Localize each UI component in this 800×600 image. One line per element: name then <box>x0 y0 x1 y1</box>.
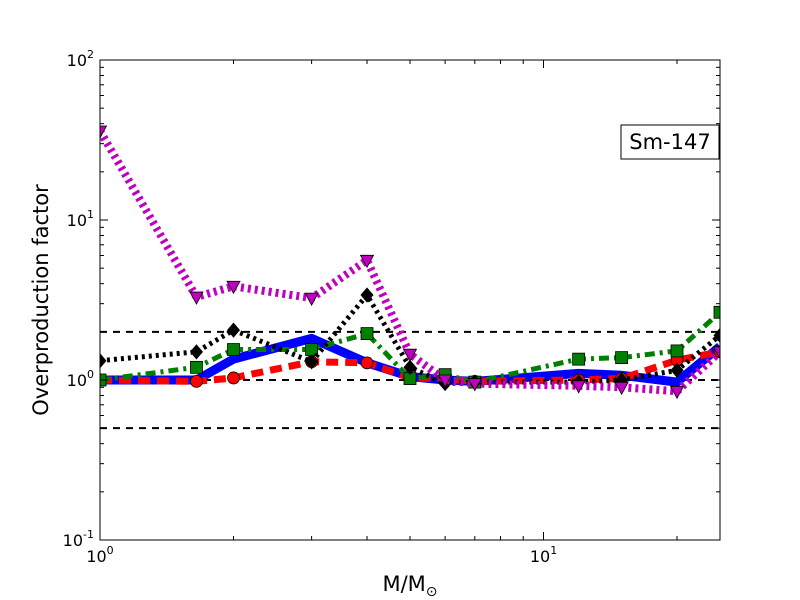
series-marker <box>670 362 684 378</box>
series-marker <box>226 322 241 338</box>
series-marker <box>360 287 374 303</box>
series-layer <box>100 125 720 400</box>
series-marker <box>227 371 240 385</box>
series-marker <box>189 344 203 360</box>
y-tick-label: 100 <box>67 368 94 390</box>
series-marker <box>305 354 319 370</box>
y-tick-label: 10-1 <box>63 528 94 550</box>
series-marker <box>227 343 240 356</box>
series-marker <box>403 359 417 375</box>
series-marker <box>437 374 453 388</box>
series-marker <box>304 292 319 306</box>
series-marker <box>614 381 629 396</box>
x-tick-label: 100 <box>86 544 113 566</box>
series-marker <box>190 375 203 388</box>
series-marker <box>572 352 586 366</box>
y-tick-label: 101 <box>67 208 94 230</box>
axis-ticks <box>99 59 720 541</box>
series-marker <box>571 380 586 394</box>
series-marker <box>226 280 241 295</box>
y-axis-label: Overproduction factor <box>29 184 53 416</box>
series-marker <box>402 348 418 363</box>
plot-background <box>100 60 720 540</box>
series-marker <box>100 125 108 139</box>
x-axis-label: M/M⊙ <box>382 572 437 600</box>
series-marker <box>190 360 203 374</box>
series-marker <box>669 385 685 400</box>
series-marker <box>615 351 629 365</box>
y-tick-label: 102 <box>67 48 94 70</box>
series-marker <box>467 378 482 392</box>
annotation-box: Sm-147 <box>620 124 720 160</box>
series-marker <box>100 353 107 369</box>
series-marker <box>712 346 720 360</box>
annotation-label: Sm-147 <box>629 130 710 154</box>
series-marker <box>713 305 720 319</box>
series-line <box>100 292 720 387</box>
series-marker <box>670 344 684 358</box>
series-marker <box>359 254 375 269</box>
series-marker <box>189 291 204 305</box>
series-marker <box>360 327 374 340</box>
series-marker <box>360 356 374 370</box>
series-3 <box>100 287 720 392</box>
series-4 <box>100 125 720 400</box>
series-line <box>100 128 720 396</box>
x-tick-label: 101 <box>530 544 557 566</box>
